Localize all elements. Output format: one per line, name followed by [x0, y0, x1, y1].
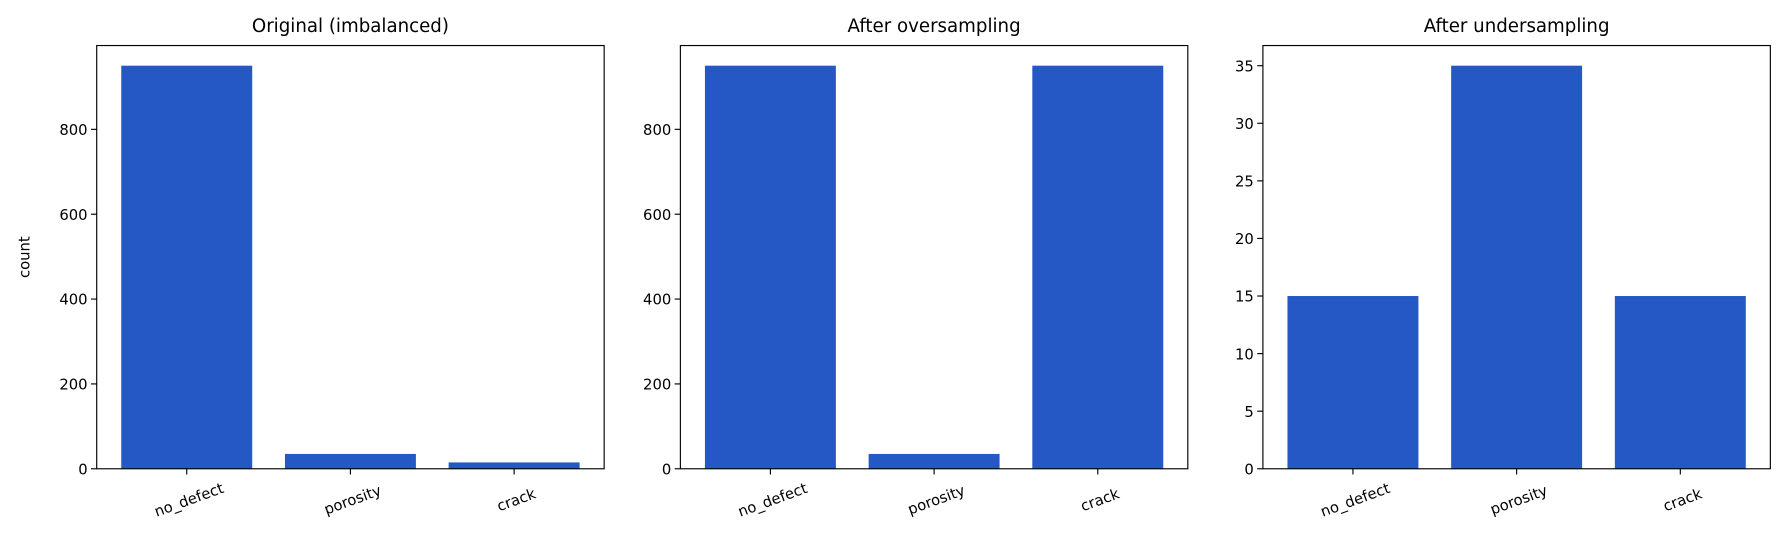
y-tick-label: 400: [643, 292, 671, 309]
axes-frame: [1262, 44, 1771, 470]
y-tick-label: 0: [662, 461, 671, 478]
bar: [1614, 296, 1746, 469]
bar: [1287, 296, 1419, 469]
y-tick-label: 10: [1235, 346, 1254, 363]
x-tick-label: crack: [1078, 485, 1122, 515]
x-tick-label: porosity: [322, 482, 384, 518]
axes-frame: [96, 44, 605, 470]
y-tick-label: 800: [59, 122, 87, 139]
chart-title: Original (imbalanced): [252, 16, 449, 37]
y-tick-label: 600: [59, 207, 87, 224]
y-axis-label: count: [17, 236, 34, 278]
y-tick-label: 0: [78, 461, 87, 478]
x-tick-label: porosity: [1488, 482, 1550, 518]
x-tick-label: porosity: [906, 482, 968, 518]
y-tick-label: 400: [59, 292, 87, 309]
x-tick-label: crack: [1661, 485, 1705, 515]
bar: [121, 65, 253, 469]
bar: [1451, 65, 1583, 469]
y-tick-label: 0: [1244, 461, 1253, 478]
chart-title: After oversampling: [848, 16, 1021, 37]
y-tick-label: 35: [1235, 58, 1254, 75]
axes-frame: [679, 44, 1189, 470]
y-tick-label: 200: [59, 377, 87, 394]
x-tick-label: no_defect: [1318, 480, 1392, 521]
y-tick-label: 800: [643, 122, 671, 139]
y-tick-label: 5: [1244, 404, 1253, 421]
y-tick-label: 200: [643, 377, 671, 394]
y-tick-label: 15: [1235, 289, 1254, 306]
x-tick-label: no_defect: [736, 480, 810, 521]
bar: [448, 462, 580, 469]
bar: [704, 65, 836, 469]
y-tick-label: 25: [1235, 174, 1254, 191]
chart-title: After undersampling: [1424, 16, 1610, 37]
y-tick-label: 20: [1235, 231, 1254, 248]
bar: [868, 453, 1000, 469]
bar: [284, 453, 416, 469]
bar: [1032, 65, 1164, 469]
y-tick-label: 600: [643, 207, 671, 224]
x-tick-label: no_defect: [152, 480, 226, 521]
y-tick-label: 30: [1235, 116, 1254, 133]
x-tick-label: crack: [495, 485, 539, 515]
